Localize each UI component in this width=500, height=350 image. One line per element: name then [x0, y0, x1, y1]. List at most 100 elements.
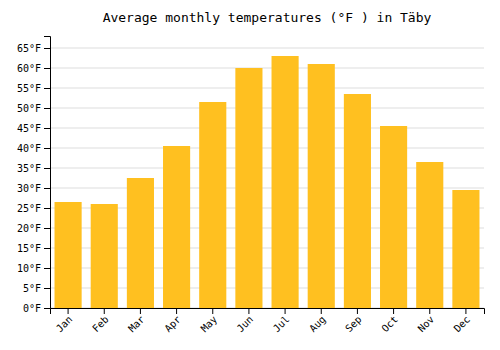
grid-line [50, 148, 484, 149]
x-tick-label: Sep [343, 314, 364, 335]
x-tick-label: Nov [416, 314, 437, 335]
x-axis-line [51, 309, 485, 315]
x-tick-label: Oct [379, 314, 400, 335]
y-tick: 35°F [17, 163, 50, 174]
x-axis: Jan Feb Mar Apr May Jun Jul Aug Sep Oct Nov Dec [51, 308, 485, 334]
y-tick: 50°F [17, 103, 50, 114]
x-tick-label: Jun [235, 314, 256, 335]
y-tick-mark [44, 188, 50, 189]
y-tick: 0°F [23, 303, 50, 314]
y-tick-label: 40°F [17, 143, 41, 154]
x-tick: Dec [452, 308, 473, 334]
y-tick-label: 5°F [23, 283, 41, 294]
chart: 0°F 5°F 10°F 15°F 20°F 25°F 30°F 35°F 40°F 45°F 50… [0, 0, 500, 350]
y-axis: 0°F 5°F 10°F 15°F 20°F 25°F 30°F 35°F 40°F 45°F 50… [17, 37, 51, 314]
x-tick-mark [285, 308, 286, 314]
x-tick: Nov [416, 308, 437, 334]
bar [308, 64, 335, 308]
y-tick: 55°F [17, 83, 50, 94]
y-tick-mark [44, 288, 50, 289]
y-tick-label: 25°F [17, 203, 41, 214]
y-tick-mark [44, 48, 50, 49]
x-tick: Jun [235, 308, 256, 334]
x-tick-label: Apr [162, 314, 183, 335]
x-tick-mark [104, 308, 105, 314]
bar [91, 204, 118, 308]
x-tick-label: Aug [307, 314, 328, 335]
x-tick-mark [393, 308, 394, 314]
y-axis-line [44, 37, 51, 309]
y-tick-mark [44, 128, 50, 129]
y-tick-mark [44, 308, 50, 309]
y-tick: 40°F [17, 143, 50, 154]
bar [272, 56, 299, 308]
y-tick-label: 45°F [17, 123, 41, 134]
x-tick-label: Jan [54, 314, 75, 335]
grid-line [50, 128, 484, 129]
y-tick-label: 65°F [17, 43, 41, 54]
bar [199, 102, 226, 308]
x-tick-mark [140, 308, 141, 314]
grid-line [50, 68, 484, 69]
y-tick-mark [44, 268, 50, 269]
y-tick-label: 10°F [17, 263, 41, 274]
grid-line [50, 48, 484, 49]
x-tick: Jan [54, 308, 75, 334]
bars [55, 56, 480, 308]
grid-line [50, 88, 484, 89]
y-tick-mark [44, 68, 50, 69]
y-tick-mark [44, 108, 50, 109]
grid [50, 48, 484, 308]
y-tick: 20°F [17, 223, 50, 234]
y-tick: 45°F [17, 123, 50, 134]
x-tick: Jul [271, 308, 292, 334]
x-tick-mark [321, 308, 322, 314]
x-tick-mark [429, 308, 430, 314]
x-tick-label: Mar [126, 314, 147, 335]
y-tick-label: 35°F [17, 163, 41, 174]
bar [380, 126, 407, 308]
x-tick-label: May [199, 314, 220, 335]
y-tick: 60°F [17, 63, 50, 74]
title: Average monthly temperatures (°F ) in Tä… [103, 10, 432, 25]
x-tick: May [199, 308, 220, 334]
y-tick-label: 55°F [17, 83, 41, 94]
y-tick-mark [44, 148, 50, 149]
bar [127, 178, 154, 308]
y-tick-label: 30°F [17, 183, 41, 194]
y-tick: 30°F [17, 183, 50, 194]
y-tick-mark [44, 208, 50, 209]
y-tick-mark [44, 248, 50, 249]
plot: 0°F 5°F 10°F 15°F 20°F 25°F 30°F 35°F 40°F 45°F 50… [17, 37, 485, 335]
bar [452, 190, 479, 308]
y-tick: 5°F [23, 283, 50, 294]
y-tick: 10°F [17, 263, 50, 274]
x-tick-mark [357, 308, 358, 314]
x-tick-label: Dec [452, 314, 473, 335]
x-tick: Sep [343, 308, 364, 334]
bar [344, 94, 371, 308]
x-tick-label: Feb [90, 314, 111, 335]
y-tick: 65°F [17, 43, 50, 54]
x-tick-mark [212, 308, 213, 314]
y-tick-mark [44, 228, 50, 229]
y-tick-label: 50°F [17, 103, 41, 114]
x-tick-label: Jul [271, 314, 292, 335]
bar [235, 68, 262, 308]
x-tick: Apr [162, 308, 183, 334]
x-tick-mark [248, 308, 249, 314]
x-tick: Oct [379, 308, 400, 334]
y-tick-label: 60°F [17, 63, 41, 74]
x-tick-mark [68, 308, 69, 314]
y-tick: 25°F [17, 203, 50, 214]
x-tick: Feb [90, 308, 111, 334]
x-tick: Mar [126, 308, 147, 334]
x-tick: Aug [307, 308, 328, 334]
y-tick-mark [44, 168, 50, 169]
y-tick-label: 0°F [23, 303, 41, 314]
bar [55, 202, 82, 308]
y-tick-label: 20°F [17, 223, 41, 234]
bar [416, 162, 443, 308]
y-tick-mark [44, 88, 50, 89]
y-tick-label: 15°F [17, 243, 41, 254]
